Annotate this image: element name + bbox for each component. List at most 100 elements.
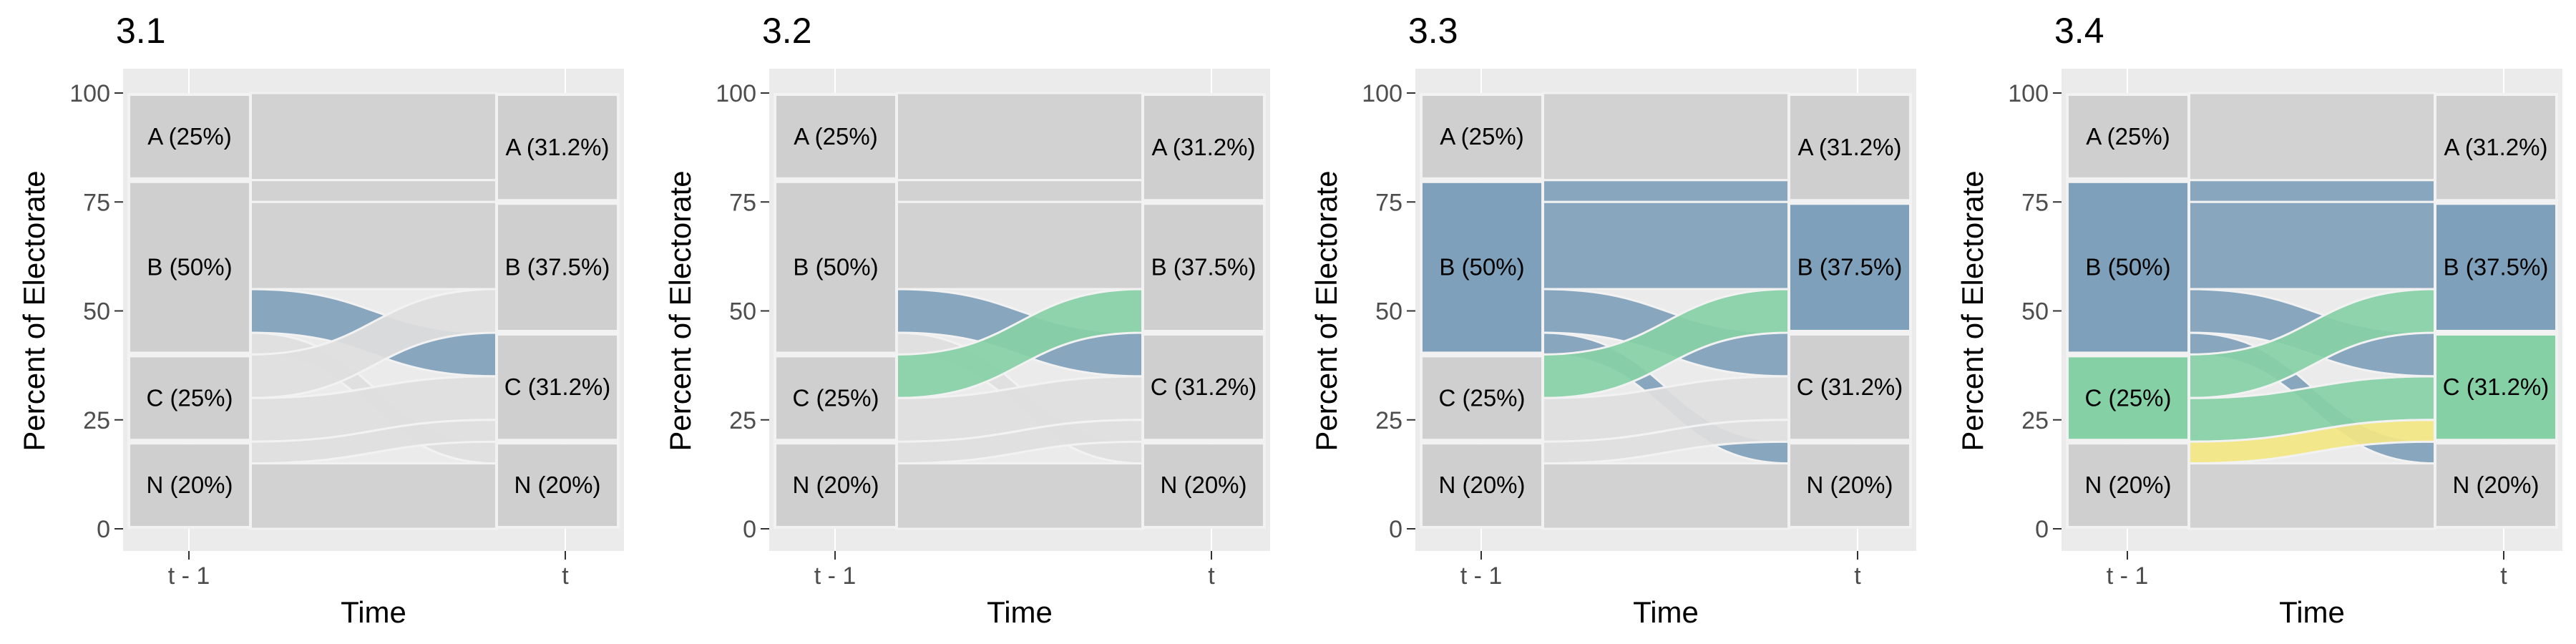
panel-3-3: 3.3 0 25 50 75 100 t - 1 t Time Percent of Electo… xyxy=(1309,11,1916,629)
flow-n-to-n xyxy=(1541,462,1790,530)
node-right-n xyxy=(2434,441,2558,530)
node-label: A (31.2%) xyxy=(1798,134,1902,160)
y-tick-label: 25 xyxy=(1375,407,1402,434)
node-left-a xyxy=(774,93,898,180)
node-left-b xyxy=(1420,180,1544,355)
node-right-a xyxy=(495,93,620,203)
y-tick-label: 100 xyxy=(1362,80,1402,107)
node-left-b xyxy=(2066,180,2190,355)
flow-b-to-a xyxy=(249,179,498,203)
panel-title: 3.4 xyxy=(2054,11,2104,51)
panel-3-2: 3.2 0 25 50 75 100 t - 1 t Time Percent of Electo… xyxy=(663,11,1270,629)
node-left-b xyxy=(127,180,252,355)
y-tick-label: 25 xyxy=(83,407,110,434)
y-tick-label: 25 xyxy=(729,407,756,434)
panel-title: 3.2 xyxy=(762,11,812,51)
node-left-n xyxy=(1420,441,1544,530)
node-right-a xyxy=(1141,93,1266,203)
node-label: N (20%) xyxy=(792,472,879,498)
flow-n-to-n xyxy=(895,462,1144,530)
node-left-c xyxy=(2066,354,2190,442)
node-left-n xyxy=(2066,441,2190,530)
node-label: C (25%) xyxy=(792,384,879,411)
panel-title: 3.3 xyxy=(1408,11,1458,51)
node-left-a xyxy=(1420,93,1544,180)
flow-a-to-a xyxy=(895,92,1144,182)
panel-3-4: 3.4 0 25 50 75 100 t - 1 t Time Percent of Electo… xyxy=(1956,11,2562,629)
panel-title: 3.1 xyxy=(116,11,166,51)
flow-b-to-a xyxy=(895,179,1144,203)
flow-n-to-n xyxy=(2187,462,2436,530)
node-right-b xyxy=(1141,202,1266,333)
y-tick-label: 50 xyxy=(1375,298,1402,326)
y-tick-label: 50 xyxy=(83,298,110,326)
flow-a-to-a xyxy=(2187,92,2436,182)
node-label: A (31.2%) xyxy=(2444,134,2548,160)
node-label: N (20%) xyxy=(1160,472,1246,498)
flow-n-to-n xyxy=(249,462,498,530)
flow-b-to-b xyxy=(1541,200,1790,291)
node-label: B (37.5%) xyxy=(505,254,610,280)
y-tick-label: 0 xyxy=(2035,516,2049,543)
node-right-a xyxy=(1787,93,1912,203)
node-label: B (37.5%) xyxy=(2444,254,2549,280)
y-tick-label: 0 xyxy=(97,516,110,543)
x-tick-label: t xyxy=(562,562,569,590)
flow-a-to-a xyxy=(249,92,498,182)
node-label: A (25%) xyxy=(1440,123,1523,150)
y-axis-title: Percent of Electorate xyxy=(1956,170,1989,451)
node-right-c xyxy=(495,332,620,442)
node-label: C (25%) xyxy=(2084,384,2171,411)
node-left-n xyxy=(127,441,252,530)
node-label: B (37.5%) xyxy=(1151,254,1257,280)
x-tick-label: t - 1 xyxy=(2107,562,2149,590)
x-tick-label: t - 1 xyxy=(1460,562,1503,590)
y-axis-title: Percent of Electorate xyxy=(17,170,51,451)
y-tick-label: 75 xyxy=(729,189,756,216)
node-label: N (20%) xyxy=(2084,472,2171,498)
y-tick-label: 75 xyxy=(1375,189,1402,216)
node-right-b xyxy=(2434,202,2558,333)
y-tick-label: 25 xyxy=(2021,407,2049,434)
node-label: B (37.5%) xyxy=(1797,254,1903,280)
node-left-c xyxy=(127,354,252,442)
node-label: A (31.2%) xyxy=(506,134,610,160)
y-tick-label: 75 xyxy=(2021,189,2049,216)
flow-b-to-a xyxy=(1541,179,1790,203)
node-label: B (50%) xyxy=(1439,254,1524,280)
node-right-n xyxy=(495,441,620,530)
flow-a-to-a xyxy=(1541,92,1790,182)
node-label: C (25%) xyxy=(146,384,233,411)
node-label: C (31.2%) xyxy=(1151,374,1257,400)
node-right-a xyxy=(2434,93,2558,203)
node-label: C (31.2%) xyxy=(2443,374,2550,400)
flow-b-to-b xyxy=(895,200,1144,291)
y-axis-title: Percent of Electorate xyxy=(663,170,697,451)
node-right-c xyxy=(1141,332,1266,442)
x-axis-title: Time xyxy=(2279,595,2345,629)
node-label: C (31.2%) xyxy=(1797,374,1903,400)
node-label: A (25%) xyxy=(794,123,877,150)
x-axis-title: Time xyxy=(987,595,1053,629)
node-left-c xyxy=(774,354,898,442)
x-axis-title: Time xyxy=(341,595,406,629)
node-label: A (25%) xyxy=(2086,123,2170,150)
node-left-c xyxy=(1420,354,1544,442)
node-label: B (50%) xyxy=(147,254,232,280)
x-tick-label: t - 1 xyxy=(168,562,210,590)
x-tick-label: t xyxy=(1854,562,1861,590)
node-right-c xyxy=(2434,332,2558,442)
panel-3-1: 3.1 0 25 50 75 100 t - 1 t Time Percent of Electo… xyxy=(17,11,624,629)
x-axis-title: Time xyxy=(1633,595,1699,629)
y-tick-label: 50 xyxy=(2021,298,2049,326)
node-left-b xyxy=(774,180,898,355)
node-label: A (31.2%) xyxy=(1152,134,1256,160)
node-left-n xyxy=(774,441,898,530)
node-right-c xyxy=(1787,332,1912,442)
node-right-n xyxy=(1141,441,1266,530)
y-tick-label: 75 xyxy=(83,189,110,216)
node-label: B (50%) xyxy=(793,254,878,280)
node-label: N (20%) xyxy=(514,472,600,498)
flow-b-to-a xyxy=(2187,179,2436,203)
node-label: C (31.2%) xyxy=(504,374,611,400)
